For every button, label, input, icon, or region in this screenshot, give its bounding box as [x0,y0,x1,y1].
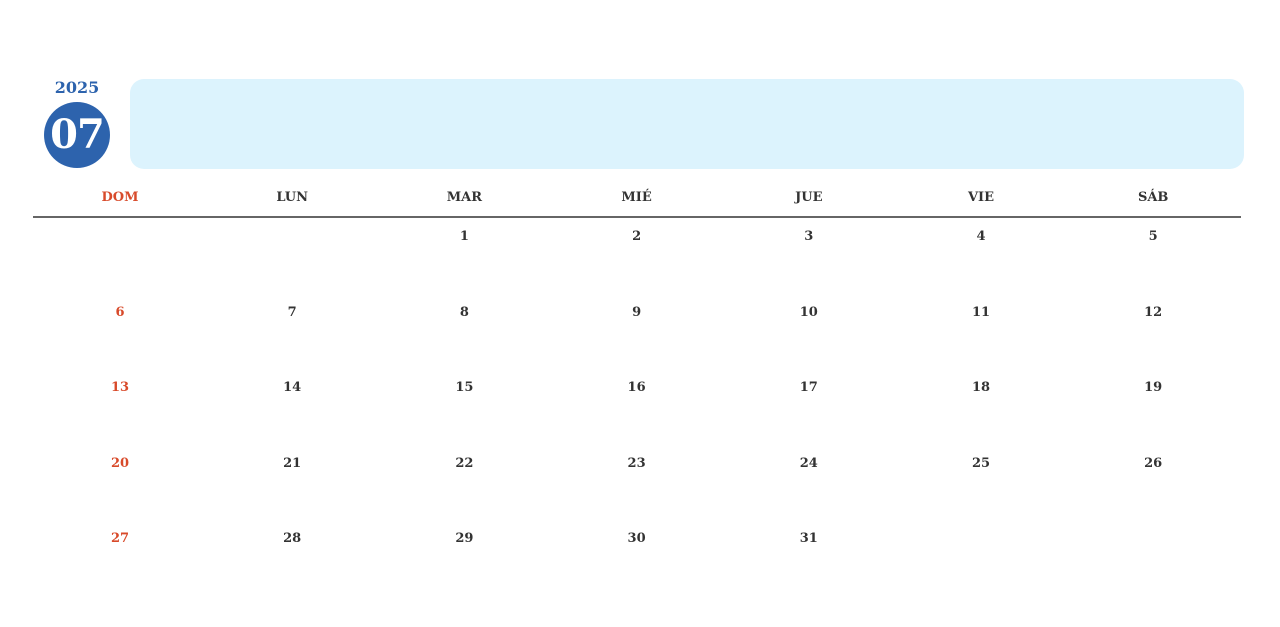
day-cell[interactable]: 19 [1144,380,1163,395]
day-cell[interactable]: 29 [455,531,474,546]
header-divider [33,216,1241,218]
day-cell[interactable]: 8 [459,304,469,320]
day-cell[interactable]: 21 [283,455,302,471]
day-cell[interactable]: 4 [976,229,986,244]
day-cell[interactable]: 25 [971,455,991,471]
day-cell[interactable]: 18 [971,380,991,395]
weekday-header: DOM [101,190,139,205]
month-badge: 07 [44,102,110,168]
day-cell[interactable]: 31 [799,531,818,546]
day-cell[interactable]: 17 [799,380,818,395]
day-cell[interactable]: 26 [1144,455,1163,471]
day-cell[interactable]: 3 [804,229,814,244]
notes-area [130,79,1244,169]
day-cell[interactable]: 9 [632,304,642,320]
day-cell[interactable]: 16 [627,380,646,395]
day-cell[interactable]: 1 [459,229,469,244]
day-cell[interactable]: 27 [110,531,130,546]
day-cell[interactable]: 5 [1148,229,1158,244]
day-cell[interactable]: 11 [971,304,991,320]
day-cell[interactable]: 22 [455,455,474,471]
day-cell[interactable]: 14 [283,380,302,395]
day-cell[interactable]: 13 [110,380,130,395]
day-cell[interactable]: 28 [283,531,302,546]
weekday-header: JUE [795,190,823,205]
weekday-header: VIE [967,190,995,205]
day-cell[interactable]: 20 [110,455,130,471]
day-cell[interactable]: 10 [799,304,818,320]
day-cell[interactable]: 15 [455,380,474,395]
weekday-header: LUN [276,190,309,205]
day-cell[interactable]: 23 [627,455,646,471]
day-cell[interactable]: 7 [287,304,297,320]
weekday-header: SÁB [1137,190,1169,205]
day-cell[interactable]: 12 [1144,304,1163,320]
day-cell[interactable]: 24 [799,455,818,471]
weekday-header: MIÉ [621,190,652,205]
day-cell[interactable]: 30 [627,531,646,546]
day-cell[interactable]: 2 [632,229,642,244]
day-cell[interactable]: 6 [115,304,125,320]
weekday-header: MAR [446,190,483,205]
year-label: 2025 [54,78,100,97]
